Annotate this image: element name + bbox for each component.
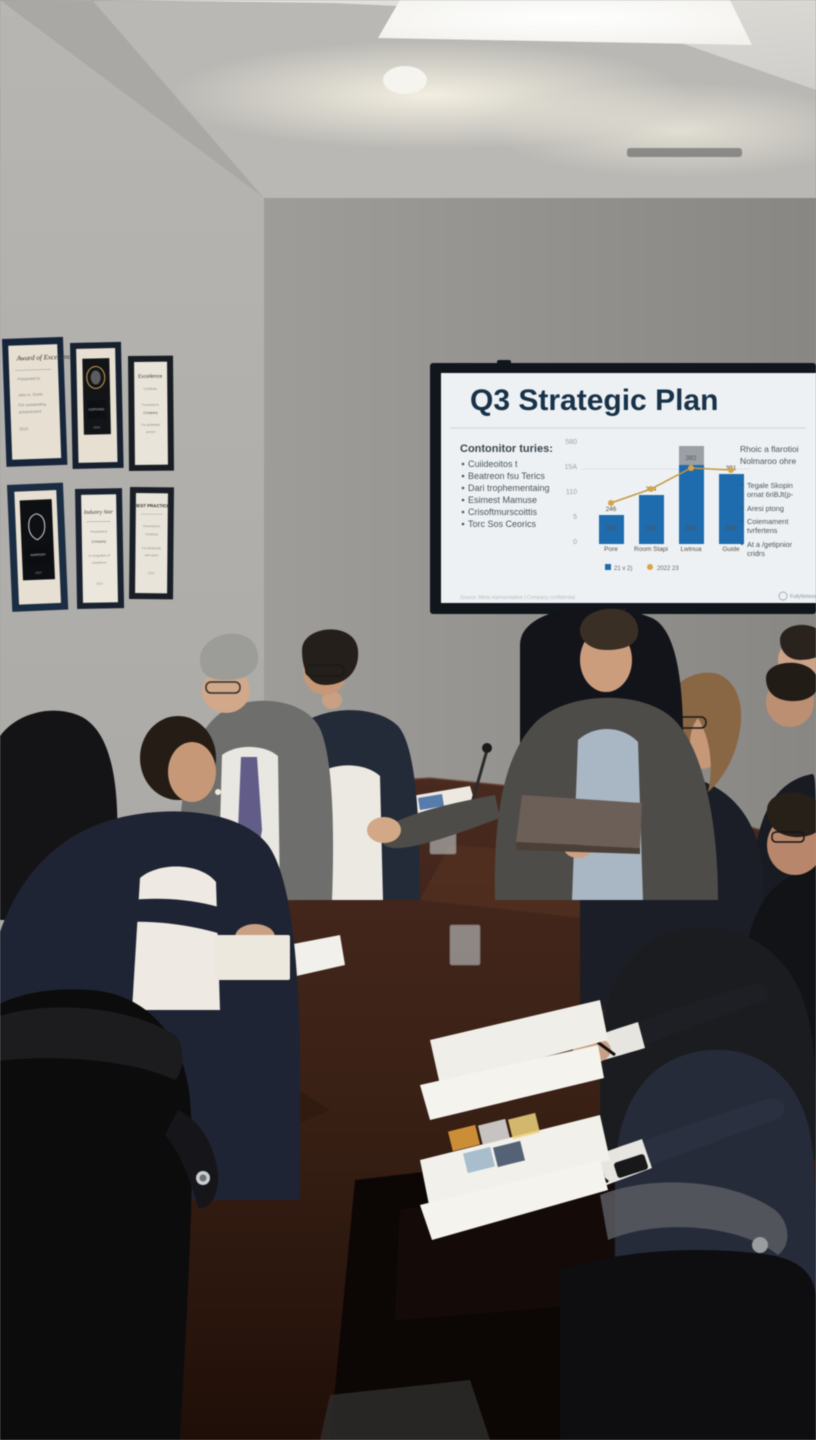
svg-text:0: 0 — [573, 539, 577, 546]
svg-text:580: 580 — [565, 439, 577, 446]
svg-text:achievement: achievement — [18, 409, 42, 415]
svg-text:Company: Company — [92, 539, 107, 543]
svg-text:tvrfertens: tvrfertens — [747, 526, 778, 535]
svg-text:excellence: excellence — [92, 560, 107, 564]
svg-text:110: 110 — [566, 489, 577, 496]
svg-text:For leadership: For leadership — [142, 546, 162, 550]
svg-text:cridrs: cridrs — [747, 549, 765, 558]
svg-text:2019: 2019 — [19, 426, 29, 431]
svg-text:664: 664 — [686, 525, 697, 532]
svg-text:Guide: Guide — [722, 546, 740, 553]
svg-text:Contonitor turies:: Contonitor turies: — [460, 443, 553, 455]
svg-text:At a /getipnior: At a /getipnior — [747, 540, 793, 549]
svg-text:2023: 2023 — [148, 571, 155, 575]
svg-text:2020: 2020 — [93, 425, 100, 429]
svg-text:BEST PRACTICE: BEST PRACTICE — [134, 503, 169, 508]
svg-text:For outstanding: For outstanding — [18, 402, 46, 408]
svg-text:Rhoic a flarotioi: Rhoic a flarotioi — [740, 444, 799, 454]
svg-text:Source: Meta representative |: Source: Meta representative | Company co… — [460, 595, 575, 601]
svg-text:5: 5 — [573, 514, 577, 521]
svg-text:Torc Sos Ceorics: Torc Sos Ceorics — [468, 519, 537, 529]
svg-text:Company: Company — [143, 411, 158, 415]
svg-text:Cuiideoitos t: Cuiideoitos t — [468, 459, 518, 469]
svg-text:FullyNetwor: FullyNetwor — [790, 594, 816, 600]
svg-text:For dedicated: For dedicated — [141, 423, 160, 427]
svg-text:Presented to: Presented to — [17, 376, 41, 382]
svg-text:Esimest Mamuse: Esimest Mamuse — [468, 495, 537, 505]
svg-text:Presented to: Presented to — [142, 403, 159, 407]
svg-text:246: 246 — [606, 525, 617, 532]
svg-text:Aresi ptong: Aresi ptong — [747, 504, 784, 513]
svg-text:392: 392 — [686, 455, 697, 462]
svg-text:Pore: Pore — [604, 546, 618, 553]
svg-text:ornat 6riBJt(p-: ornat 6riBJt(p- — [747, 490, 794, 499]
svg-text:Excellence: Excellence — [138, 374, 162, 380]
svg-text:CERTIFIED: CERTIFIED — [88, 407, 105, 411]
svg-text:John A. Smith: John A. Smith — [18, 392, 43, 398]
svg-text:Dari trophementaing: Dari trophementaing — [468, 483, 550, 493]
svg-text:Room Stapi: Room Stapi — [634, 546, 668, 553]
svg-text:2021: 2021 — [35, 571, 42, 575]
svg-text:15A: 15A — [565, 464, 578, 471]
svg-text:AWARDED: AWARDED — [30, 552, 46, 557]
svg-text:21 v 2): 21 v 2) — [614, 566, 632, 572]
svg-text:Q3 Strategic Plan: Q3 Strategic Plan — [470, 384, 718, 417]
svg-text:In recognition of: In recognition of — [88, 553, 110, 557]
svg-text:Lwtnua: Lwtnua — [681, 546, 702, 553]
svg-text:Company: Company — [145, 532, 158, 536]
svg-text:Tegale Skopin: Tegale Skopin — [747, 481, 793, 490]
svg-text:and vision: and vision — [145, 553, 159, 557]
svg-text:Crisoftmurscoittis: Crisoftmurscoittis — [468, 507, 538, 517]
svg-text:Certificate: Certificate — [144, 387, 158, 391]
svg-text:Presented to: Presented to — [143, 524, 160, 528]
svg-text:664: 664 — [726, 525, 737, 532]
svg-text:2022: 2022 — [96, 582, 103, 586]
svg-text:service: service — [146, 430, 156, 434]
svg-text:Presented to: Presented to — [90, 529, 107, 533]
svg-text:Nolmaroo ohre: Nolmaroo ohre — [740, 456, 796, 466]
svg-text:2022 23: 2022 23 — [657, 566, 679, 572]
svg-text:Coiemament: Coiemament — [747, 517, 788, 526]
svg-text:314: 314 — [646, 525, 657, 532]
svg-text:246: 246 — [606, 506, 617, 513]
svg-text:Industry Star: Industry Star — [83, 509, 114, 516]
svg-text:Beatreon fsu Terics: Beatreon fsu Terics — [468, 471, 545, 481]
